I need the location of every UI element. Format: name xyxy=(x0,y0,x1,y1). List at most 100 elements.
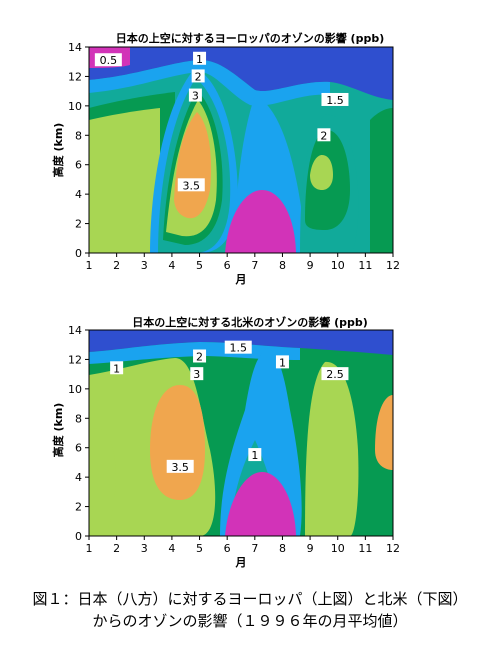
x-tick-label: 10 xyxy=(331,259,345,272)
x-tick-label: 1 xyxy=(86,542,93,555)
contour-region xyxy=(310,155,333,190)
x-tick-label: 8 xyxy=(279,542,286,555)
chart-title: 日本の上空に対する北米のオゾンの影響 (ppb) xyxy=(132,316,368,329)
contour-labels: 0.5 1 2 3 3.5 1.5 2 xyxy=(94,51,349,192)
y-tick-label: 0 xyxy=(75,247,82,260)
contour-label-box xyxy=(224,340,252,354)
contour-label-box xyxy=(188,88,202,102)
contour-label: 1.5 xyxy=(229,342,247,355)
x-tick-label: 6 xyxy=(224,259,231,272)
x-tick-label: 5 xyxy=(196,542,203,555)
contour-label-box xyxy=(248,448,262,462)
contour-label-box xyxy=(321,367,349,381)
contour-label: 1 xyxy=(196,53,203,66)
x-tick-label: 2 xyxy=(113,542,120,555)
y-tick-label: 6 xyxy=(75,442,82,455)
x-axis-label: 月 xyxy=(235,556,247,569)
chart-europe: 日本の上空に対するヨーロッパのオゾンの影響 (ppb) 高度 (km) xyxy=(0,0,500,300)
ylabel-group: 高度 (km) xyxy=(51,123,65,178)
contour-label: 2 xyxy=(195,70,202,83)
contour-labels: 1 2 3 1.5 1 2.5 3.5 1 xyxy=(110,340,349,474)
chart-title: 日本の上空に対するヨーロッパのオゾンの影響 (ppb) xyxy=(115,32,385,45)
caption-line-2: からのオゾンの影響（１９９６年の月平均値） xyxy=(92,612,408,630)
contour-label-box xyxy=(166,459,194,473)
y-tick-label: 14 xyxy=(68,324,82,337)
contour-region xyxy=(375,395,393,470)
x-tick-label: 4 xyxy=(168,542,175,555)
contour-label: 3.5 xyxy=(171,461,189,474)
y-axis-label: 高度 (km) xyxy=(51,123,65,178)
y-tick-label: 6 xyxy=(75,159,82,172)
contour-label: 3.5 xyxy=(183,179,201,192)
y-tick-label: 0 xyxy=(75,530,82,543)
contour-label: 1.5 xyxy=(326,94,344,107)
contour-label-box xyxy=(193,51,207,65)
x-tick-label: 6 xyxy=(224,542,231,555)
contour-region xyxy=(174,112,212,219)
x-axis-label: 月 xyxy=(235,273,247,286)
contour-label: 0.5 xyxy=(100,54,118,67)
y-axis-label: 高度 (km) xyxy=(51,403,65,458)
contour-label: 1 xyxy=(279,356,286,369)
contour-label-box xyxy=(94,53,122,67)
plot-area xyxy=(88,329,394,537)
contour-region xyxy=(370,108,393,253)
contour-region xyxy=(89,428,116,536)
contour-label-box xyxy=(110,361,124,375)
x-tick-label: 5 xyxy=(196,259,203,272)
contour-label: 2 xyxy=(196,350,203,363)
y-tick-label: 2 xyxy=(75,501,82,514)
contour-plot: 高度 (km) xyxy=(51,41,400,286)
x-tick-label: 3 xyxy=(141,259,148,272)
contour-label-box xyxy=(177,178,205,192)
y-tick-label: 10 xyxy=(68,100,82,113)
x-tick-label: 4 xyxy=(168,259,175,272)
y-tick-label: 8 xyxy=(75,412,82,425)
contour-region xyxy=(225,190,296,253)
x-tick-label: 8 xyxy=(279,259,286,272)
contour-label: 2 xyxy=(320,129,327,142)
x-tick-label: 1 xyxy=(86,259,93,272)
x-tick-label: 11 xyxy=(358,259,372,272)
contour-label-box xyxy=(190,367,204,381)
contour-label-box xyxy=(321,92,349,106)
x-tick-label: 9 xyxy=(307,542,314,555)
x-tick-label: 10 xyxy=(331,542,345,555)
x-tick-label: 7 xyxy=(251,542,258,555)
y-tick-label: 2 xyxy=(75,218,82,231)
plot-area xyxy=(88,46,394,254)
x-tick-label: 3 xyxy=(141,542,148,555)
y-tick-label: 4 xyxy=(75,471,82,484)
contour-label: 3 xyxy=(193,368,200,381)
y-tick-label: 8 xyxy=(75,129,82,142)
contour-label-box xyxy=(193,349,207,363)
contour-label-box xyxy=(191,69,205,83)
x-tick-label: 11 xyxy=(358,542,372,555)
x-tick-label: 2 xyxy=(113,259,120,272)
plot-frame xyxy=(88,46,394,254)
x-tick-label: 12 xyxy=(386,542,400,555)
plot-frame xyxy=(88,329,394,537)
contour-region xyxy=(89,108,160,253)
caption-line-1: 図１：日本（八方）に対するヨーロッパ（上図）と北米（下図） xyxy=(32,590,468,608)
chart-north-america: 日本の上空に対する北米のオゾンの影響 (ppb) 高度 (km) xyxy=(0,300,500,580)
contour-label: 1 xyxy=(251,449,258,462)
x-tick-label: 12 xyxy=(386,259,400,272)
contour-label-box xyxy=(275,355,289,369)
contour-region xyxy=(305,361,359,536)
contour-label-box xyxy=(317,128,331,142)
contour-region xyxy=(89,60,330,106)
y-tick-label: 12 xyxy=(68,353,82,366)
ylabel-group: 高度 (km) xyxy=(51,403,65,458)
x-tick-label: 7 xyxy=(251,259,258,272)
y-tick-label: 12 xyxy=(68,70,82,83)
contour-region xyxy=(89,47,393,100)
contour-label: 1 xyxy=(113,362,120,375)
contour-label: 3 xyxy=(192,90,199,103)
contour-region xyxy=(225,472,296,536)
x-tick-label: 9 xyxy=(307,259,314,272)
y-tick-label: 14 xyxy=(68,41,82,54)
